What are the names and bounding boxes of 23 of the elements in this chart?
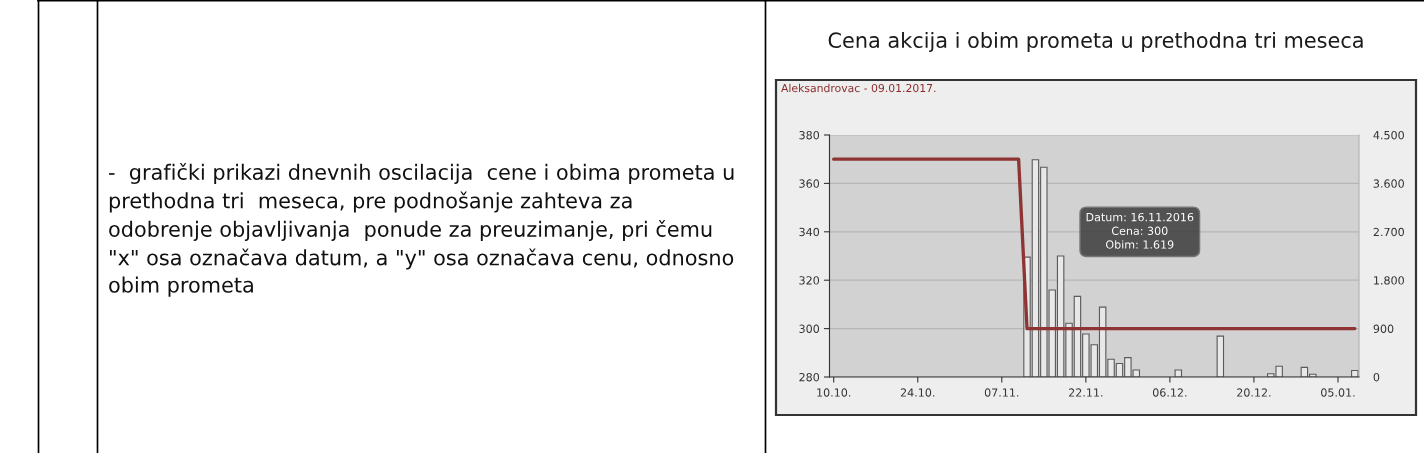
x-tick-label: 24.10.	[900, 388, 935, 397]
y2-tick-label: 2.700	[1373, 227, 1404, 237]
y-tick-label: 360	[799, 179, 820, 188]
x-tick-label: 10.10.	[817, 388, 851, 397]
x-tick-label: 06.12.	[1152, 388, 1187, 397]
y2-tick-label: 0	[1373, 372, 1380, 382]
y-tick-label: 280	[799, 372, 820, 382]
y-tick-label: 320	[799, 276, 820, 285]
y2-tick-label: 900	[1373, 324, 1394, 333]
y2-tick-label: 3.600	[1373, 179, 1404, 188]
y-tick-label: 340	[799, 227, 820, 237]
chart-title: Cena akcija i obim prometa u prethodna tri meseca	[828, 31, 1363, 53]
text: - grafički prikazi dnevnih oscilacija cene i obima prometa u prethodna tri meseca, pre podnošanje zahteva za odobrenje objavljivanja ponude za preuzimanje, pri čemu "x" osa označava datum, a "y" osa označava cenu, odnosno obim prometa	[109, 163, 734, 297]
chart-subtitle: Aleksandrovac - 09.01.2017.	[781, 83, 936, 93]
y2-tick-label: 1.800	[1374, 276, 1404, 285]
x-tick-label: 07.11.	[984, 388, 1019, 397]
annotation: Datum: 16.11.2016 Cena: 300 Obim: 1.619	[1086, 212, 1194, 249]
x-tick-label: 05.01.	[1321, 388, 1355, 397]
y2-tick-label: 4.500	[1373, 130, 1404, 140]
x-tick-label: 22.11.	[1068, 388, 1103, 397]
x-tick-label: 20.12.	[1237, 388, 1271, 397]
y-tick-label: 300	[799, 324, 820, 333]
y-tick-label: 380	[799, 130, 820, 140]
